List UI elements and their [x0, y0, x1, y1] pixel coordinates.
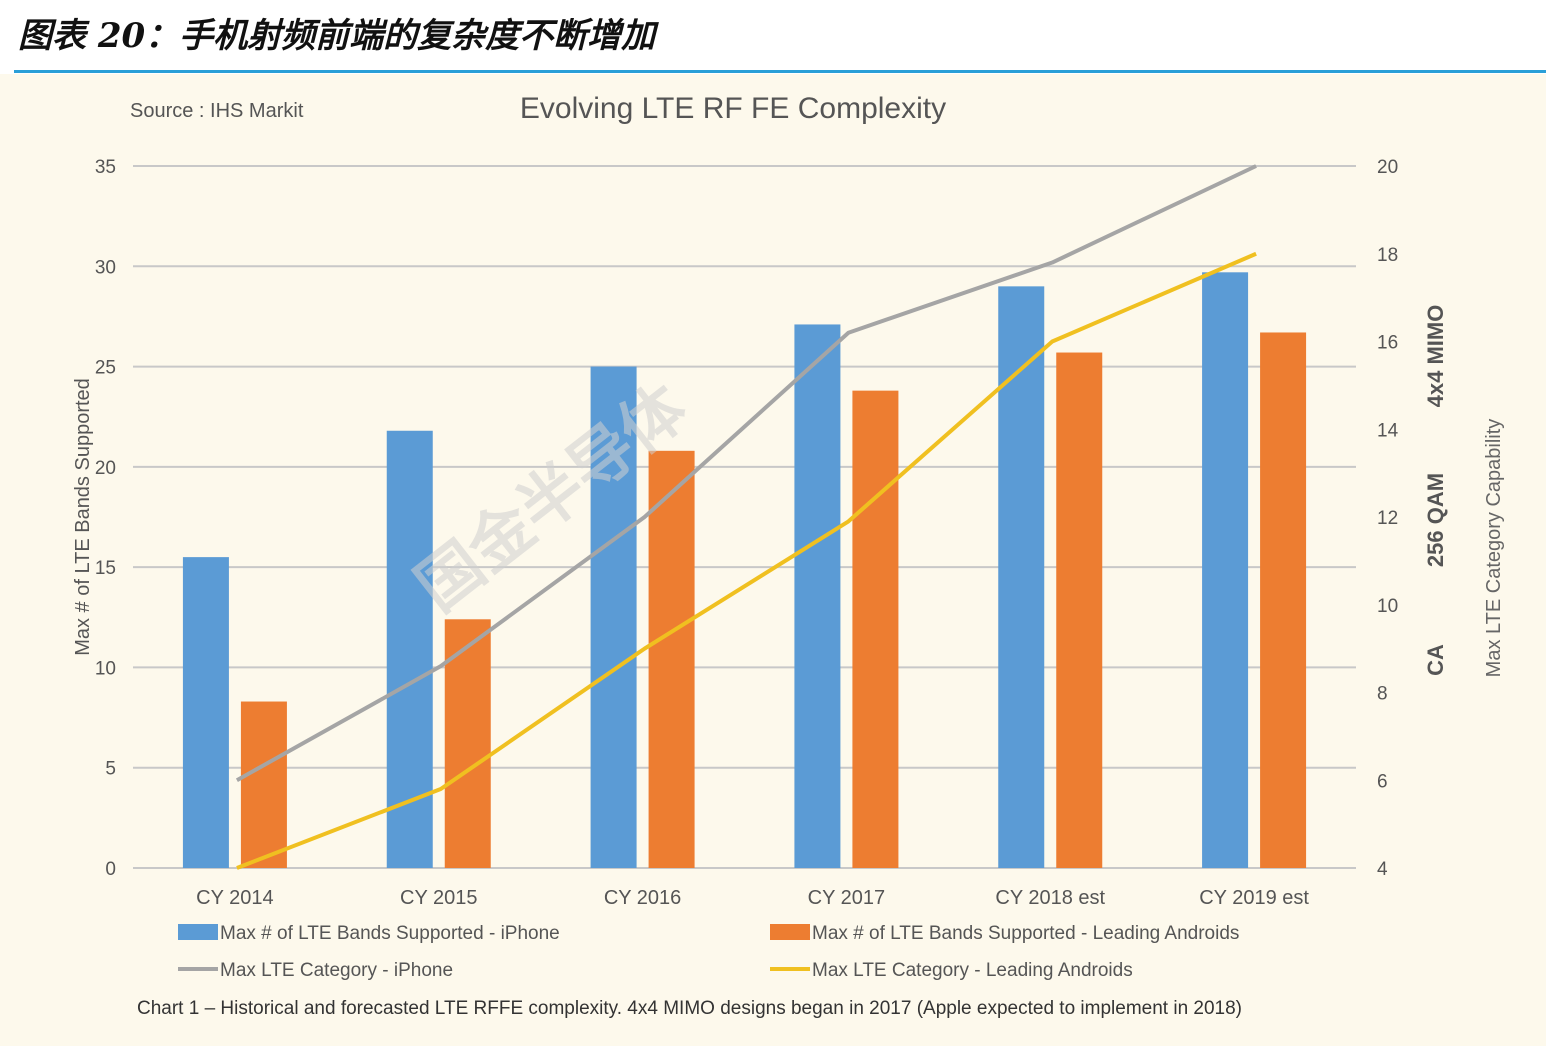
y-tick-label: 15 [95, 558, 116, 579]
y2-tick-label: 12 [1377, 508, 1398, 529]
chart-source: Source : IHS Markit [130, 100, 304, 122]
y-tick-label: 20 [95, 458, 116, 479]
y2-tick-label: 14 [1377, 420, 1399, 441]
bar-iphone [998, 286, 1045, 868]
x-tick-label: CY 2014 [196, 887, 273, 909]
y2-tick-label: 16 [1377, 333, 1398, 354]
y-tick-label: 30 [95, 257, 116, 278]
figure-title: 图表 20：手机射频前端的复杂度不断增加 [18, 16, 656, 56]
y2-annotation-256qam: 256 QAM [1423, 473, 1448, 567]
title-divider [14, 70, 1546, 73]
bar-series [182, 272, 1307, 869]
bar-iphone [1202, 272, 1249, 868]
line-series [235, 164, 1257, 870]
bar-iphone [590, 366, 637, 868]
y-tick-label: 10 [95, 658, 116, 679]
bar-androids [240, 701, 287, 868]
y2-tick-label: 6 [1377, 771, 1388, 792]
line-androids-category [236, 251, 1257, 870]
x-tick-label: CY 2017 [808, 887, 885, 909]
gridlines [133, 165, 1356, 869]
y2-annotation-4x4mimo: 4x4 MIMO [1423, 305, 1448, 408]
y2-tick-label: 4 [1377, 859, 1388, 880]
chart-title: Evolving LTE RF FE Complexity [520, 92, 946, 125]
y2-axis-label: Max LTE Category Capability [1483, 419, 1505, 678]
bar-iphone [182, 557, 229, 868]
chart-caption: Chart 1 – Historical and forecasted LTE … [137, 998, 1242, 1019]
x-tick-label: CY 2018 est [995, 887, 1105, 909]
x-tick-label: CY 2019 est [1199, 887, 1309, 909]
y-tick-label: 5 [105, 759, 116, 780]
y2-tick-label: 20 [1377, 157, 1398, 178]
right-axis-ticks: 4 6 8 10 12 14 16 18 20 [1377, 157, 1399, 880]
legend-label: Max LTE Category - Leading Androids [812, 960, 1133, 981]
bar-iphone [794, 324, 841, 868]
legend: Max # of LTE Bands Supported - iPhone Max… [178, 923, 1239, 981]
bar-androids [1056, 352, 1103, 868]
bar-androids [852, 390, 899, 868]
y2-tick-label: 18 [1377, 245, 1398, 266]
legend-swatch [770, 924, 810, 940]
y2-tick-label: 10 [1377, 596, 1398, 617]
legend-label: Max LTE Category - iPhone [220, 960, 453, 981]
legend-label: Max # of LTE Bands Supported - Leading A… [812, 923, 1239, 944]
x-tick-label: CY 2016 [604, 887, 681, 909]
y2-annotation-ca: CA [1423, 644, 1448, 676]
bar-androids [1260, 332, 1307, 869]
y-tick-label: 0 [105, 859, 116, 880]
y2-tick-label: 8 [1377, 684, 1388, 705]
y-axis-label: Max # of LTE Bands Supported [72, 378, 94, 656]
x-tick-label: CY 2015 [400, 887, 477, 909]
bar-androids [444, 619, 491, 868]
line-iphone-category [235, 164, 1257, 782]
figure-header: 图表 20：手机射频前端的复杂度不断增加 [0, 0, 1546, 74]
y-tick-label: 35 [95, 157, 116, 178]
legend-swatch [178, 924, 218, 940]
x-axis-labels: CY 2014 CY 2015 CY 2016 CY 2017 CY 2018 est C… [196, 887, 1309, 909]
legend-label: Max # of LTE Bands Supported - iPhone [220, 923, 560, 944]
bar-androids [648, 450, 695, 868]
left-axis-ticks: 0 5 10 15 20 25 30 35 [95, 157, 116, 880]
y-tick-label: 25 [95, 358, 116, 379]
